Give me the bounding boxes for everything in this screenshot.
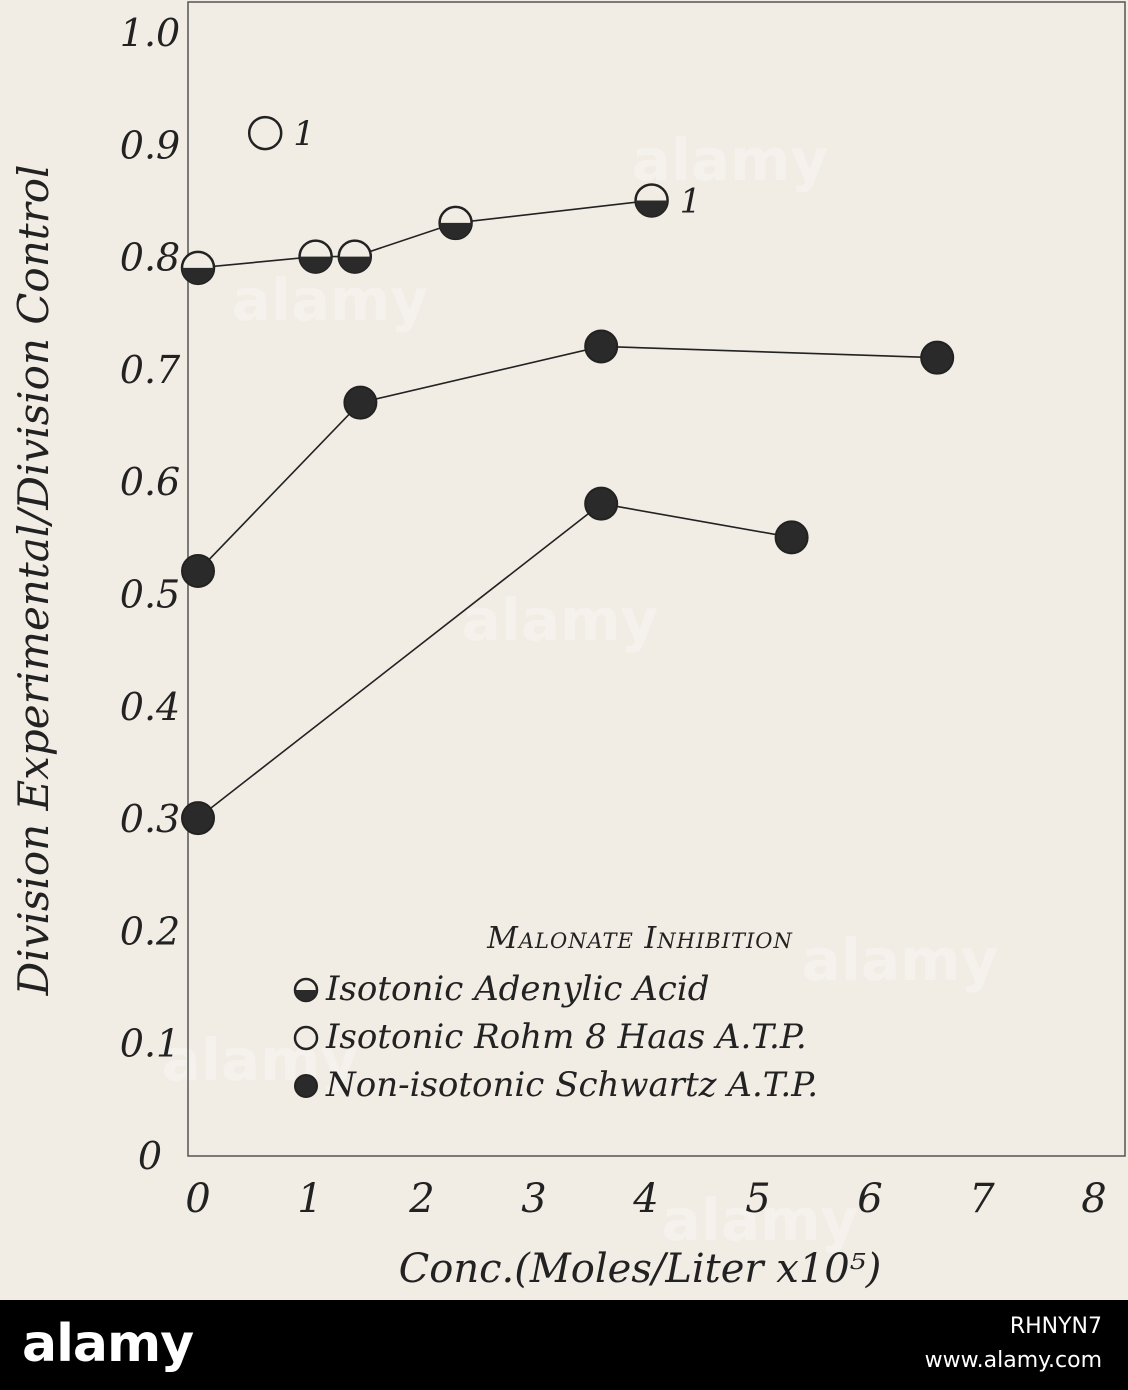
legend-marker: [294, 1074, 318, 1098]
data-point: [584, 486, 619, 521]
series-4: [181, 486, 809, 836]
y-tick-label: 1.0: [120, 11, 180, 55]
series-3: [181, 329, 955, 589]
data-point: [438, 205, 473, 241]
data-point: [181, 554, 215, 589]
legend-item: Isotonic Rohm 8 Haas A.T.P.: [293, 1017, 807, 1057]
series-layer: [180, 115, 955, 836]
data-point: [920, 340, 955, 375]
x-axis-ticks: 0 1 2 3 4 5 6 7 8: [185, 1176, 1106, 1222]
y-axis-ticks: 0 0.1 0.2 0.3 0.4 0.5 0.6 0.7 0.8 0.9 1.0: [120, 11, 181, 1178]
legend-label: Isotonic Rohm 8 Haas A.T.P.: [325, 1017, 807, 1057]
data-point: [337, 239, 373, 274]
legend-item: Non-isotonic Schwartz A.T.P.: [294, 1065, 818, 1105]
series-line: [197, 199, 652, 269]
data-point: [247, 115, 283, 151]
annotation-layer: 11: [293, 114, 701, 221]
point-annotation: 1: [680, 181, 702, 221]
x-tick-label: 8: [1081, 1176, 1106, 1222]
chart: alamy alamy alamy alamy alamy alamy 0 0.1 0.2 0.…: [9, 1, 1126, 1292]
series-line: [197, 502, 792, 819]
y-tick-label: 0.2: [120, 909, 180, 953]
data-point: [180, 250, 216, 286]
footer-image-id: RHNYN7: [1009, 1314, 1102, 1339]
y-tick-label: 0.1: [120, 1022, 180, 1066]
legend-marker: [293, 977, 319, 1003]
legend-label: Isotonic Adenylic Acid: [325, 969, 709, 1009]
legend-items: Isotonic Adenylic Acid Isotonic Rohm 8 Ha…: [293, 969, 818, 1105]
y-tick-label: 0.4: [120, 685, 180, 729]
series-1: [180, 183, 669, 286]
legend-label: Non-isotonic Schwartz A.T.P.: [325, 1065, 818, 1105]
y-tick-label: 0.5: [120, 573, 180, 617]
legend: Malonate Inhibition Isotonic Adenylic Ac…: [293, 921, 818, 1105]
point-annotation: 1: [293, 114, 315, 154]
x-tick-label: 7: [969, 1176, 995, 1222]
x-tick-label: 5: [745, 1176, 770, 1222]
y-tick-label: 0.3: [120, 797, 180, 841]
series-2: [247, 115, 283, 151]
y-tick-label: 0.7: [120, 348, 181, 392]
footer-logo: alamy: [22, 1314, 194, 1374]
legend-marker: [293, 1025, 319, 1051]
watermark-text: alamy: [162, 1026, 358, 1094]
watermark-text: alamy: [462, 586, 658, 654]
y-tick-label: 0.8: [120, 236, 180, 280]
watermark-layer: alamy alamy alamy alamy alamy alamy: [162, 126, 998, 1254]
x-tick-label: 1: [297, 1176, 322, 1222]
series-line: [197, 345, 938, 572]
x-axis-label: Conc.(Moles/Liter x10⁵): [399, 1246, 882, 1292]
data-point: [584, 329, 619, 364]
x-tick-label: 6: [857, 1176, 882, 1222]
x-tick-label: 2: [408, 1176, 434, 1222]
legend-item: Isotonic Adenylic Acid: [293, 969, 709, 1009]
y-axis-label: Division Experimental/Division Control: [9, 165, 58, 997]
footer-bar: alamy RHNYN7 www.alamy.com: [0, 1300, 1128, 1390]
x-tick-label: 3: [521, 1176, 546, 1222]
x-tick-label: 4: [632, 1176, 658, 1222]
data-point: [298, 239, 333, 274]
y-tick-label: 0: [138, 1134, 162, 1178]
watermark-text: alamy: [232, 266, 428, 334]
data-point: [774, 520, 809, 555]
data-point: [343, 385, 378, 420]
watermark-text: alamy: [662, 1186, 858, 1254]
y-tick-label: 0.6: [120, 460, 180, 504]
data-point: [634, 183, 669, 218]
watermark-text: alamy: [632, 126, 828, 194]
y-tick-label: 0.9: [120, 123, 180, 167]
legend-title: Malonate Inhibition: [486, 921, 793, 956]
data-point: [181, 801, 215, 836]
watermark-text: alamy: [802, 926, 998, 994]
x-tick-label: 0: [185, 1176, 210, 1222]
footer-url: www.alamy.com: [924, 1348, 1102, 1373]
